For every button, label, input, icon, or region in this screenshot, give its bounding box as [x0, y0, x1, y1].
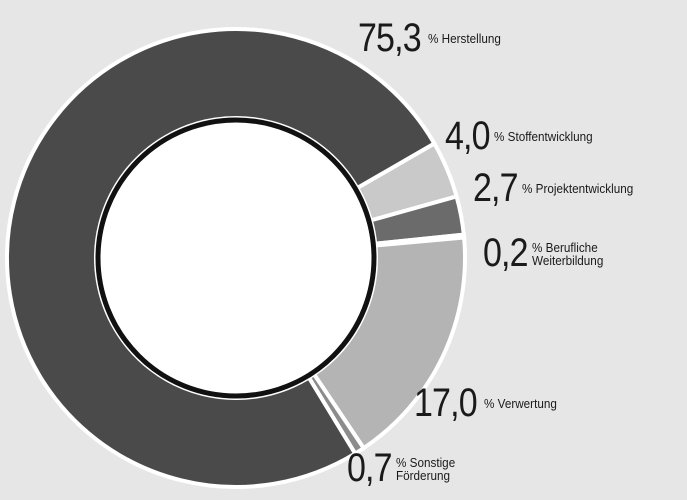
segment-label: 2,7% Projektentwicklung	[473, 166, 645, 211]
unit: %	[395, 454, 407, 470]
category-label: Sonstige Förderung	[395, 454, 455, 483]
value-label: 75,3	[358, 16, 422, 60]
value-label: 0,7	[347, 446, 393, 490]
category-wrap: % Herstellung	[428, 32, 501, 45]
value-label: 0,2	[483, 231, 529, 275]
segment-label: 75,3% Herstellung	[358, 16, 509, 61]
value-label: 4,0	[445, 114, 491, 158]
value-label: 17,0	[414, 381, 478, 425]
segment-label: 0,2% Berufliche Weiterbildung	[483, 231, 610, 276]
unit: %	[493, 129, 505, 144]
category-wrap: % Berufliche Weiterbildung	[531, 239, 603, 268]
unit: %	[483, 396, 495, 411]
segment-label: 4,0% Stoffentwicklung	[445, 114, 603, 159]
donut-hole	[95, 117, 377, 399]
category-label: Projektentwicklung	[535, 181, 633, 196]
segment-label: 17,0% Verwertung	[414, 381, 565, 426]
segment-label: 0,7% Sonstige Förderung	[347, 446, 474, 491]
category-wrap: % Projektentwicklung	[522, 182, 633, 195]
unit: %	[531, 239, 543, 255]
unit: %	[427, 31, 439, 46]
category-wrap: % Stoffentwicklung	[494, 130, 593, 143]
category-label: Verwertung	[497, 396, 557, 411]
category-label: Stoffentwicklung	[507, 129, 593, 144]
category-wrap: % Sonstige Förderung	[396, 456, 466, 482]
value-label: 2,7	[473, 166, 519, 210]
category-wrap: % Verwertung	[484, 397, 557, 410]
category-label: Herstellung	[441, 31, 501, 46]
unit: %	[521, 181, 533, 196]
category-label: Berufliche Weiterbildung	[531, 239, 603, 268]
